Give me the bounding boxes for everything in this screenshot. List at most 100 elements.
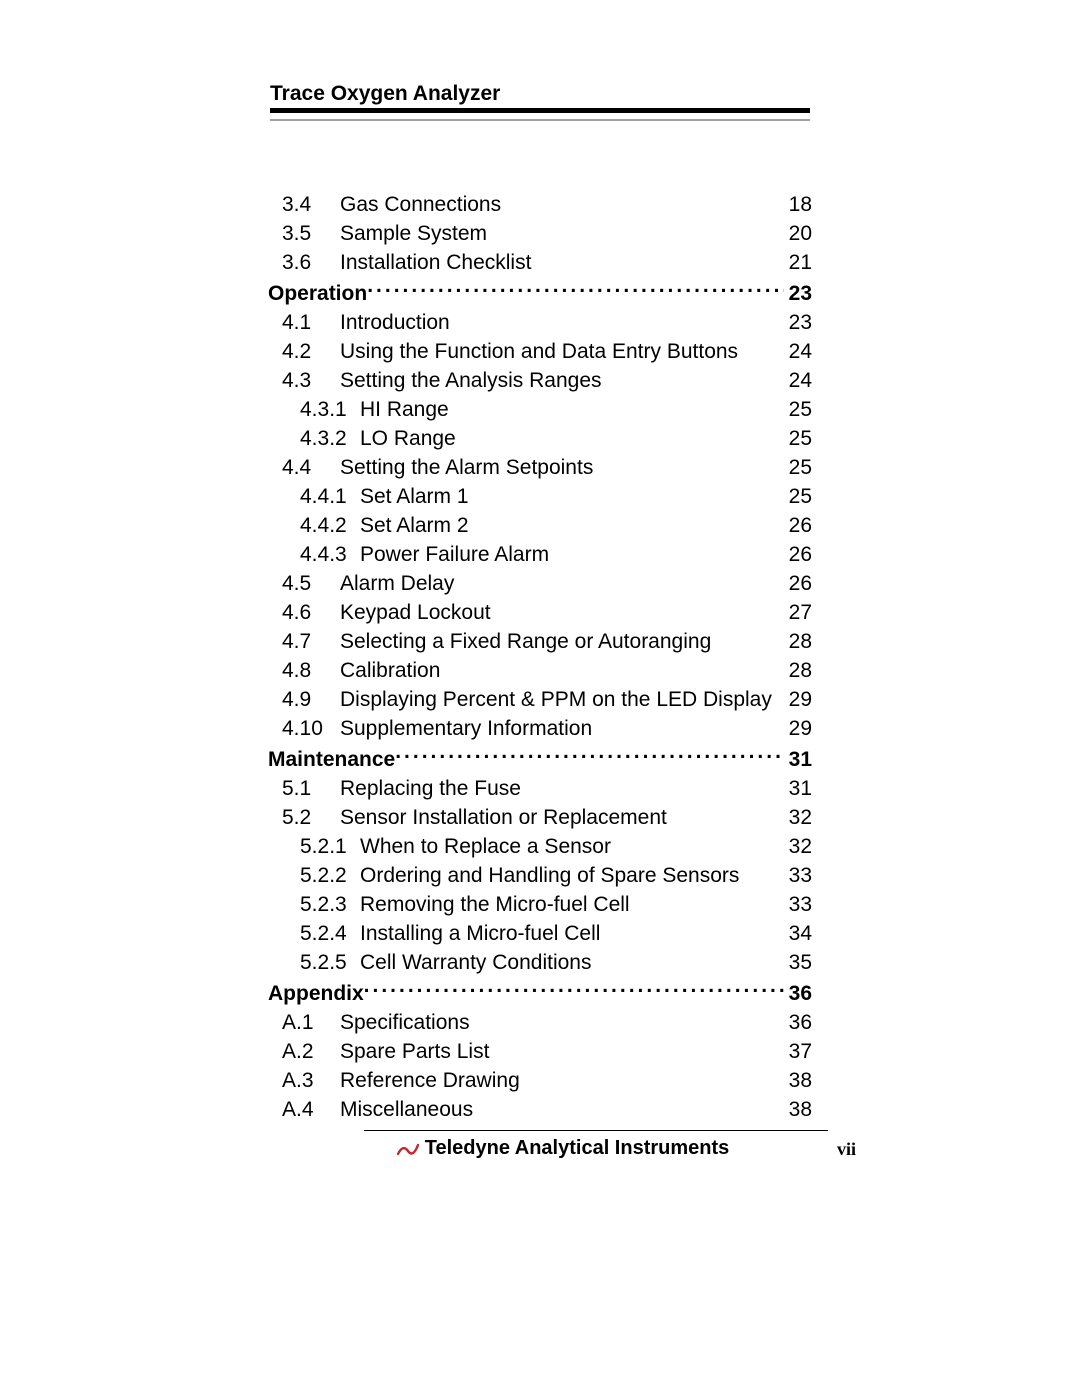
toc-entry: 4.10Supplementary Information29 [268, 714, 812, 743]
toc-entry-label: Replacing the Fuse [340, 774, 521, 803]
toc-entry-label: Alarm Delay [340, 569, 454, 598]
toc-entry: 5.2.4Installing a Micro-fuel Cell 34 [268, 919, 812, 948]
toc-leader-dots [395, 746, 784, 766]
toc-leader-dots [364, 980, 784, 1000]
toc-section-heading: Operation23 [268, 279, 812, 308]
toc-entry: 4.7Selecting a Fixed Range or Autorangin… [268, 627, 812, 656]
toc-entry-number: 4.3 [282, 366, 340, 395]
toc-entry-number: 5.2.5 [300, 948, 360, 977]
toc-entry-label: Calibration [340, 656, 440, 685]
toc-entry-number: 4.4.3 [300, 540, 360, 569]
toc-page-number: 38 [784, 1066, 812, 1095]
toc-entry: 4.3Setting the Analysis Ranges24 [268, 366, 812, 395]
toc-entry-number: A.3 [282, 1066, 340, 1095]
toc-entry-number: 4.1 [282, 308, 340, 337]
toc-entry-label: When to Replace a Sensor [360, 832, 611, 861]
toc-entry: 4.5Alarm Delay26 [268, 569, 812, 598]
toc-page-number: 20 [784, 219, 812, 248]
toc-page-number: 33 [784, 890, 812, 919]
toc-entry-label: Sample System [340, 219, 487, 248]
toc-page-number: 31 [784, 745, 812, 774]
toc-entry: 5.2.2Ordering and Handling of Spare Sens… [268, 861, 812, 890]
toc-entry-label: Introduction [340, 308, 450, 337]
toc-entry-number: 4.4.2 [300, 511, 360, 540]
toc-page-number: 36 [784, 1008, 812, 1037]
toc-entry: 4.9Displaying Percent & PPM on the LED D… [268, 685, 812, 714]
toc-page-number: 23 [784, 308, 812, 337]
header-title: Trace Oxygen Analyzer [270, 82, 810, 108]
toc-entry-number: 3.4 [282, 190, 340, 219]
toc-entry-number: 4.4.1 [300, 482, 360, 511]
toc-entry-number: 5.2.4 [300, 919, 360, 948]
toc-entry: 3.6Installation Checklist21 [268, 248, 812, 277]
toc-entry-label: Gas Connections [340, 190, 501, 219]
toc-entry: 4.4.1Set Alarm 125 [268, 482, 812, 511]
toc-entry: 4.3.2LO Range25 [268, 424, 812, 453]
toc-entry-label: HI Range [360, 395, 449, 424]
toc-entry-label: Installation Checklist [340, 248, 531, 277]
toc-entry-label: Specifications [340, 1008, 470, 1037]
toc-entry: 3.5Sample System 20 [268, 219, 812, 248]
toc-page-number: 26 [784, 569, 812, 598]
toc-page-number: 26 [784, 511, 812, 540]
toc-section-label: Maintenance [268, 745, 395, 774]
toc-entry-label: Spare Parts List [340, 1037, 489, 1066]
toc-entry: A.1Specifications36 [268, 1008, 812, 1037]
toc-page-number: 25 [784, 482, 812, 511]
toc-entry-number: 5.2.3 [300, 890, 360, 919]
page-header: Trace Oxygen Analyzer [270, 82, 810, 121]
footer-company: Teledyne Analytical Instruments [425, 1137, 730, 1160]
toc-page-number: 24 [784, 337, 812, 366]
toc-entry-number: 4.3.1 [300, 395, 360, 424]
toc-page-number: 36 [784, 979, 812, 1008]
header-rule-thick [270, 108, 810, 117]
toc-entry: 5.2.5Cell Warranty Conditions35 [268, 948, 812, 977]
toc-page-number: 18 [784, 190, 812, 219]
teledyne-logo-icon [397, 1141, 419, 1157]
toc-page-number: 29 [784, 714, 812, 743]
toc-entry: A.3Reference Drawing38 [268, 1066, 812, 1095]
toc-entry-number: 4.3.2 [300, 424, 360, 453]
toc-page-number: 32 [784, 832, 812, 861]
toc-entry-number: 5.2.2 [300, 861, 360, 890]
toc-page-number: 26 [784, 540, 812, 569]
toc-entry-label: Ordering and Handling of Spare Sensors [360, 861, 739, 890]
toc-entry: A.4Miscellaneous38 [268, 1095, 812, 1124]
toc-page-number: 34 [784, 919, 812, 948]
toc-entry-label: Sensor Installation or Replacement [340, 803, 667, 832]
toc-entry-label: Installing a Micro-fuel Cell [360, 919, 600, 948]
toc-entry: 3.4Gas Connections 18 [268, 190, 812, 219]
footer-page-number: vii [837, 1139, 856, 1160]
toc-entry: 5.2.3Removing the Micro-fuel Cell33 [268, 890, 812, 919]
toc-page-number: 37 [784, 1037, 812, 1066]
document-page: Trace Oxygen Analyzer 3.4Gas Connections… [0, 0, 1080, 1397]
toc-entry-number: 5.2 [282, 803, 340, 832]
toc-entry-number: 3.5 [282, 219, 340, 248]
toc-section-heading: Appendix 36 [268, 979, 812, 1008]
toc-entry-number: 5.2.1 [300, 832, 360, 861]
toc-entry: 5.2.1When to Replace a Sensor 32 [268, 832, 812, 861]
toc-entry-label: Miscellaneous [340, 1095, 473, 1124]
toc-entry: A.2Spare Parts List37 [268, 1037, 812, 1066]
toc-entry-label: Supplementary Information [340, 714, 592, 743]
toc-entry-label: Setting the Alarm Setpoints [340, 453, 593, 482]
toc-entry-number: 4.6 [282, 598, 340, 627]
footer-rule [364, 1130, 828, 1131]
table-of-contents: 3.4Gas Connections183.5Sample System203.… [268, 190, 812, 1124]
footer-line: Teledyne Analytical Instruments vii [268, 1137, 858, 1160]
toc-entry-number: 4.9 [282, 685, 340, 714]
toc-entry-label: Displaying Percent & PPM on the LED Disp… [340, 685, 772, 714]
toc-entry-label: Setting the Analysis Ranges [340, 366, 602, 395]
toc-section-label: Operation [268, 279, 367, 308]
toc-entry-label: Keypad Lockout [340, 598, 491, 627]
toc-entry: 4.3.1HI Range25 [268, 395, 812, 424]
toc-page-number: 27 [784, 598, 812, 627]
toc-entry-number: A.4 [282, 1095, 340, 1124]
toc-entry: 4.4Setting the Alarm Setpoints25 [268, 453, 812, 482]
toc-entry: 5.2Sensor Installation or Replacement32 [268, 803, 812, 832]
header-rule-thin [270, 119, 810, 121]
toc-entry-number: 3.6 [282, 248, 340, 277]
toc-entry: 4.2Using the Function and Data Entry But… [268, 337, 812, 366]
page-footer: Teledyne Analytical Instruments vii [268, 1130, 858, 1160]
toc-entry: 4.4.2Set Alarm 226 [268, 511, 812, 540]
